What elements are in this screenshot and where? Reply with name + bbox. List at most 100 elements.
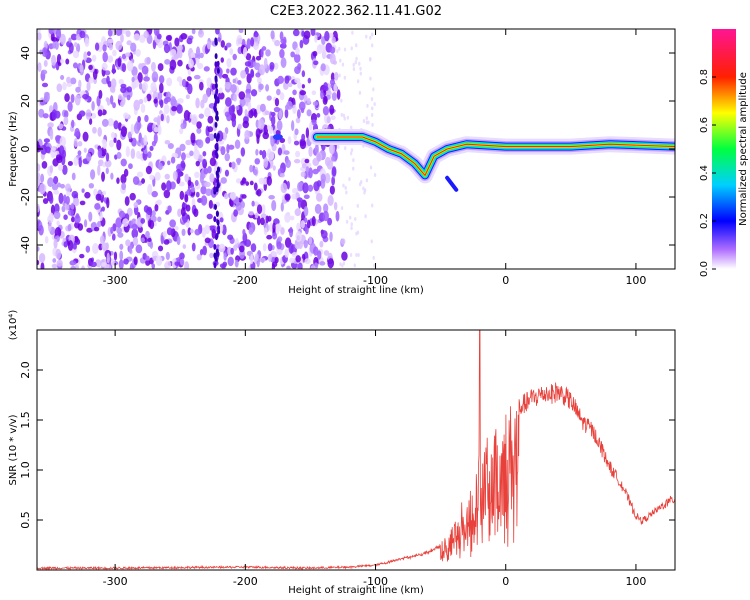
heatmap-noise-cell [314,203,322,214]
heatmap-noise-cell [326,116,331,124]
heatmap-noise-cell [106,197,110,209]
heatmap-noise-cell [189,228,194,234]
heatmap-noise-cell [328,143,336,155]
heatmap-noise-cell [73,235,79,243]
heatmap-noise-cell [97,159,104,167]
heatmap-noise-cell [109,95,114,105]
heatmap-noise-cell [240,180,244,186]
heatmap-noise-cell [165,180,172,192]
heatmap-noise-cell [143,30,149,39]
heatmap-noise-cell [217,37,221,42]
heatmap-noise-cell [106,252,110,264]
heatmap-stripe-cell [213,243,217,250]
heatmap-noise-cell [283,150,290,155]
heatmap-noise-cell [184,261,190,269]
heatmap-noise-cell [371,32,374,37]
heatmap-noise-cell [86,227,93,233]
heatmap-noise-cell [273,62,279,70]
colorbar-tick-label: 0.8 [699,69,710,85]
heatmap-noise-cell [56,259,63,267]
heatmap-noise-cell [53,176,59,185]
heatmap-noise-cell [48,105,54,114]
heatmap-noise-cell [164,59,171,65]
heatmap-noise-cell [189,113,194,119]
heatmap-noise-cell [115,29,123,37]
heatmap-noise-cell [314,144,319,154]
heatmap-x-tick-label: -100 [363,274,388,287]
heatmap-noise-cell [222,261,228,267]
heatmap-noise-cell [355,231,358,236]
heatmap-noise-cell [273,106,281,113]
heatmap-noise-cell [63,116,69,126]
heatmap-noise-cell [262,131,270,140]
heatmap-noise-cell [224,81,231,90]
heatmap-noise-cell [337,144,340,149]
heatmap-noise-cell [157,216,162,223]
heatmap-noise-cell [104,70,111,76]
heatmap-noise-cell [52,258,57,263]
heatmap-noise-cell [308,236,313,245]
heatmap-noise-cell [81,188,85,193]
heatmap-noise-cell [58,192,64,204]
heatmap-noise-cell [204,107,211,118]
heatmap-noise-cell [336,89,341,100]
heatmap-noise-cell [56,83,63,93]
heatmap-noise-cell [233,93,237,102]
heatmap-noise-cell [307,97,311,104]
heatmap-noise-cell [42,197,49,205]
heatmap-noise-cell [153,221,157,227]
heatmap-noise-cell [301,133,306,142]
heatmap-x-axis-label: Height of straight line (km) [288,285,424,296]
heatmap-noise-cell [120,86,127,94]
heatmap-noise-cell [145,230,150,238]
heatmap-noise-cell [37,259,40,266]
heatmap-noise-cell [49,165,53,174]
heatmap-noise-cell [97,127,102,137]
snr-x-tick-label: 100 [625,575,646,588]
heatmap-noise-cell [295,230,302,243]
heatmap-noise-cell [362,186,365,191]
heatmap-noise-cell [224,111,230,118]
heatmap-noise-cell [268,195,275,200]
heatmap-noise-cell [37,62,42,73]
heatmap-noise-cell [149,241,154,249]
heatmap-noise-cell [286,265,291,269]
heatmap-noise-cell [126,86,133,93]
heatmap-noise-cell [133,33,141,41]
colorbar-tick-label: 0.2 [699,213,710,229]
heatmap-noise-cell [331,36,336,44]
heatmap-stripe-cell [215,248,219,255]
heatmap-noise-cell [224,169,230,177]
heatmap-noise-cell [206,77,212,88]
snr-x-tick-label: -200 [233,575,258,588]
heatmap-noise-cell [293,158,301,164]
heatmap-noise-cell [284,248,289,258]
heatmap-noise-cell [279,92,285,101]
heatmap-noise-cell [133,256,138,266]
heatmap-noise-cell [371,122,374,127]
heatmap-noise-cell [355,56,358,61]
heatmap-noise-cell [39,99,46,106]
heatmap-noise-cell [230,247,234,255]
heatmap-noise-cell [50,32,55,41]
heatmap-noise-cell [238,91,246,100]
heatmap-noise-cell [157,124,162,136]
heatmap-noise-cell [108,43,114,51]
heatmap-noise-cell [186,37,193,45]
heatmap-noise-cell [295,47,300,55]
heatmap-noise-cell [232,53,237,61]
heatmap-noise-cell [345,190,348,195]
snr-y-axis-label: SNR (10 * v/v) [8,414,19,485]
heatmap-noise-cell [363,190,366,195]
heatmap-noise-cell [165,251,170,261]
heatmap-noise-cell [54,40,59,50]
heatmap-noise-cell [290,51,296,58]
heatmap-noise-cell [215,29,220,35]
heatmap-noise-cell [254,253,259,262]
heatmap-noise-cell [147,184,153,195]
heatmap-stripe-cell [214,143,218,150]
heatmap-noise-cell [297,82,302,89]
heatmap-noise-cell [79,200,86,206]
heatmap-noise-cell [88,118,93,125]
heatmap-noise-cell [37,246,40,252]
